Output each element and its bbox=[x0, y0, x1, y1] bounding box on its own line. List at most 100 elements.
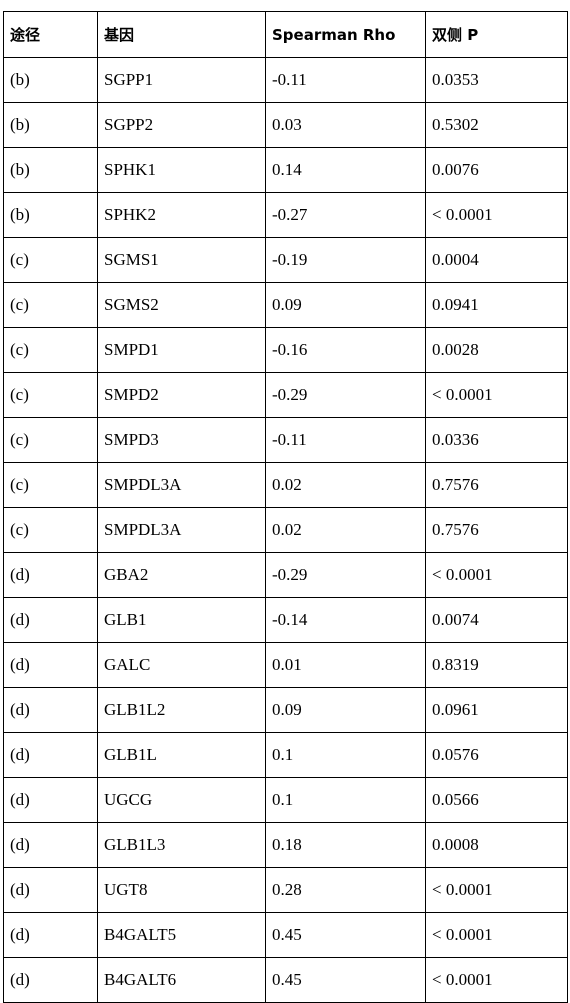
p-value-cell: 0.0074 bbox=[425, 597, 568, 643]
header-gene: 基因 bbox=[97, 11, 266, 58]
p-value-cell: < 0.0001 bbox=[425, 372, 568, 418]
rho-cell: 0.28 bbox=[265, 867, 426, 913]
table-row: (c) SGMS2 0.09 0.0941 bbox=[3, 282, 568, 328]
p-value-cell: 0.0028 bbox=[425, 327, 568, 373]
p-value-cell: < 0.0001 bbox=[425, 957, 568, 1003]
pathway-cell: (c) bbox=[3, 507, 98, 553]
gene-cell: GBA2 bbox=[97, 552, 266, 598]
gene-cell: SGPP1 bbox=[97, 57, 266, 103]
p-value-cell: 0.7576 bbox=[425, 507, 568, 553]
gene-cell: SGMS1 bbox=[97, 237, 266, 283]
table-row: (d) B4GALT6 0.45 < 0.0001 bbox=[3, 957, 568, 1003]
table-row: (d) UGT8 0.28 < 0.0001 bbox=[3, 867, 568, 913]
p-value-cell: 0.5302 bbox=[425, 102, 568, 148]
pathway-cell: (d) bbox=[3, 642, 98, 688]
pathway-cell: (d) bbox=[3, 777, 98, 823]
pathway-cell: (b) bbox=[3, 57, 98, 103]
pathway-cell: (c) bbox=[3, 462, 98, 508]
gene-cell: SMPD3 bbox=[97, 417, 266, 463]
gene-cell: SGMS2 bbox=[97, 282, 266, 328]
gene-cell: SPHK1 bbox=[97, 147, 266, 193]
table-row: (c) SMPD1 -0.16 0.0028 bbox=[3, 327, 568, 373]
rho-cell: 0.02 bbox=[265, 462, 426, 508]
pathway-cell: (d) bbox=[3, 597, 98, 643]
header-pathway: 途径 bbox=[3, 11, 98, 58]
p-value-cell: 0.0008 bbox=[425, 822, 568, 868]
table-row: (c) SMPD3 -0.11 0.0336 bbox=[3, 417, 568, 463]
p-value-cell: 0.0576 bbox=[425, 732, 568, 778]
rho-cell: 0.45 bbox=[265, 957, 426, 1003]
p-value-cell: 0.7576 bbox=[425, 462, 568, 508]
rho-cell: 0.14 bbox=[265, 147, 426, 193]
pathway-cell: (c) bbox=[3, 237, 98, 283]
gene-cell: SMPDL3A bbox=[97, 462, 266, 508]
table-row: (d) GBA2 -0.29 < 0.0001 bbox=[3, 552, 568, 598]
pathway-cell: (d) bbox=[3, 822, 98, 868]
rho-cell: 0.45 bbox=[265, 912, 426, 958]
header-two-sided-p: 双侧 P bbox=[425, 11, 568, 58]
rho-cell: 0.03 bbox=[265, 102, 426, 148]
table-row: (c) SGMS1 -0.19 0.0004 bbox=[3, 237, 568, 283]
table-row: (d) GLB1L3 0.18 0.0008 bbox=[3, 822, 568, 868]
rho-cell: -0.19 bbox=[265, 237, 426, 283]
gene-cell: GLB1 bbox=[97, 597, 266, 643]
gene-cell: GLB1L2 bbox=[97, 687, 266, 733]
rho-cell: -0.11 bbox=[265, 57, 426, 103]
gene-cell: GALC bbox=[97, 642, 266, 688]
table-body: (b) SGPP1 -0.11 0.0353 (b) SGPP2 0.03 0.5302 (b)… bbox=[3, 57, 568, 1003]
p-value-cell: < 0.0001 bbox=[425, 192, 568, 238]
table-row: (c) SMPDL3A 0.02 0.7576 bbox=[3, 462, 568, 508]
gene-cell: SPHK2 bbox=[97, 192, 266, 238]
pathway-cell: (b) bbox=[3, 192, 98, 238]
rho-cell: 0.09 bbox=[265, 282, 426, 328]
gene-cell: GLB1L3 bbox=[97, 822, 266, 868]
rho-cell: 0.02 bbox=[265, 507, 426, 553]
pathway-cell: (b) bbox=[3, 102, 98, 148]
pathway-cell: (d) bbox=[3, 957, 98, 1003]
p-value-cell: 0.0961 bbox=[425, 687, 568, 733]
pathway-cell: (d) bbox=[3, 867, 98, 913]
gene-cell: B4GALT5 bbox=[97, 912, 266, 958]
gene-cell: SMPDL3A bbox=[97, 507, 266, 553]
rho-cell: -0.29 bbox=[265, 552, 426, 598]
rho-cell: -0.27 bbox=[265, 192, 426, 238]
p-value-cell: 0.0941 bbox=[425, 282, 568, 328]
gene-cell: SMPD2 bbox=[97, 372, 266, 418]
gene-cell: SGPP2 bbox=[97, 102, 266, 148]
rho-cell: 0.1 bbox=[265, 777, 426, 823]
table-header-row: 途径 基因 Spearman Rho 双侧 P bbox=[3, 11, 568, 58]
rho-cell: 0.18 bbox=[265, 822, 426, 868]
header-spearman-rho: Spearman Rho bbox=[265, 11, 426, 58]
p-value-cell: < 0.0001 bbox=[425, 912, 568, 958]
rho-cell: -0.29 bbox=[265, 372, 426, 418]
pathway-cell: (c) bbox=[3, 417, 98, 463]
rho-cell: 0.01 bbox=[265, 642, 426, 688]
gene-cell: B4GALT6 bbox=[97, 957, 266, 1003]
table-row: (d) GALC 0.01 0.8319 bbox=[3, 642, 568, 688]
p-value-cell: < 0.0001 bbox=[425, 552, 568, 598]
table-row: (b) SPHK1 0.14 0.0076 bbox=[3, 147, 568, 193]
gene-cell: UGCG bbox=[97, 777, 266, 823]
pathway-cell: (b) bbox=[3, 147, 98, 193]
table-row: (d) UGCG 0.1 0.0566 bbox=[3, 777, 568, 823]
pathway-cell: (d) bbox=[3, 912, 98, 958]
pathway-cell: (d) bbox=[3, 732, 98, 778]
table-row: (c) SMPD2 -0.29 < 0.0001 bbox=[3, 372, 568, 418]
p-value-cell: 0.8319 bbox=[425, 642, 568, 688]
table-row: (b) SGPP2 0.03 0.5302 bbox=[3, 102, 568, 148]
pathway-cell: (d) bbox=[3, 687, 98, 733]
table-row: (d) GLB1L2 0.09 0.0961 bbox=[3, 687, 568, 733]
p-value-cell: 0.0336 bbox=[425, 417, 568, 463]
rho-cell: -0.11 bbox=[265, 417, 426, 463]
table-row: (d) B4GALT5 0.45 < 0.0001 bbox=[3, 912, 568, 958]
table-row: (c) SMPDL3A 0.02 0.7576 bbox=[3, 507, 568, 553]
p-value-cell: 0.0076 bbox=[425, 147, 568, 193]
p-value-cell: 0.0004 bbox=[425, 237, 568, 283]
table-row: (b) SGPP1 -0.11 0.0353 bbox=[3, 57, 568, 103]
rho-cell: 0.09 bbox=[265, 687, 426, 733]
pathway-cell: (c) bbox=[3, 327, 98, 373]
gene-cell: SMPD1 bbox=[97, 327, 266, 373]
gene-cell: UGT8 bbox=[97, 867, 266, 913]
pathway-cell: (c) bbox=[3, 372, 98, 418]
pathway-cell: (c) bbox=[3, 282, 98, 328]
